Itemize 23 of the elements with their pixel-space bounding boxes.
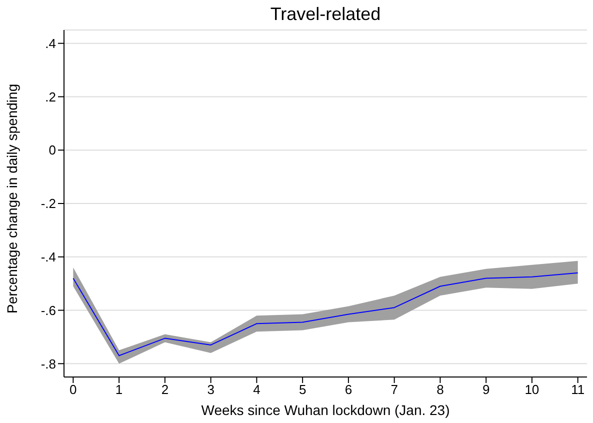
y-tick-label: .4	[45, 36, 56, 51]
x-tick-label: 1	[115, 382, 123, 398]
x-tick-label: 6	[344, 382, 352, 398]
y-tick-label: -.2	[40, 196, 56, 212]
x-tick-label: 2	[161, 382, 169, 398]
x-tick-label: 9	[482, 382, 490, 398]
y-tick-label: -.4	[40, 250, 56, 264]
x-tick-label: 5	[298, 382, 306, 398]
y-tick-label: .2	[45, 89, 56, 104]
x-tick-label: 7	[390, 382, 398, 398]
x-tick-label: 10	[524, 382, 540, 398]
y-axis-title: Percentage change in daily spending	[4, 84, 20, 314]
x-tick-label: 0	[70, 382, 77, 398]
x-axis-title: Weeks since Wuhan lockdown (Jan. 23)	[201, 402, 450, 418]
y-tick-label: -.8	[40, 356, 56, 372]
x-tick-label: 4	[253, 382, 260, 398]
y-tick-label: -.6	[40, 302, 56, 318]
chart-title: Travel-related	[269, 4, 382, 25]
x-tick-label: 8	[436, 382, 444, 398]
line-series	[72, 272, 578, 356]
x-tick-label: 11	[571, 382, 585, 398]
x-tick-label: 3	[207, 382, 214, 398]
y-tick-label: 0	[48, 142, 56, 158]
